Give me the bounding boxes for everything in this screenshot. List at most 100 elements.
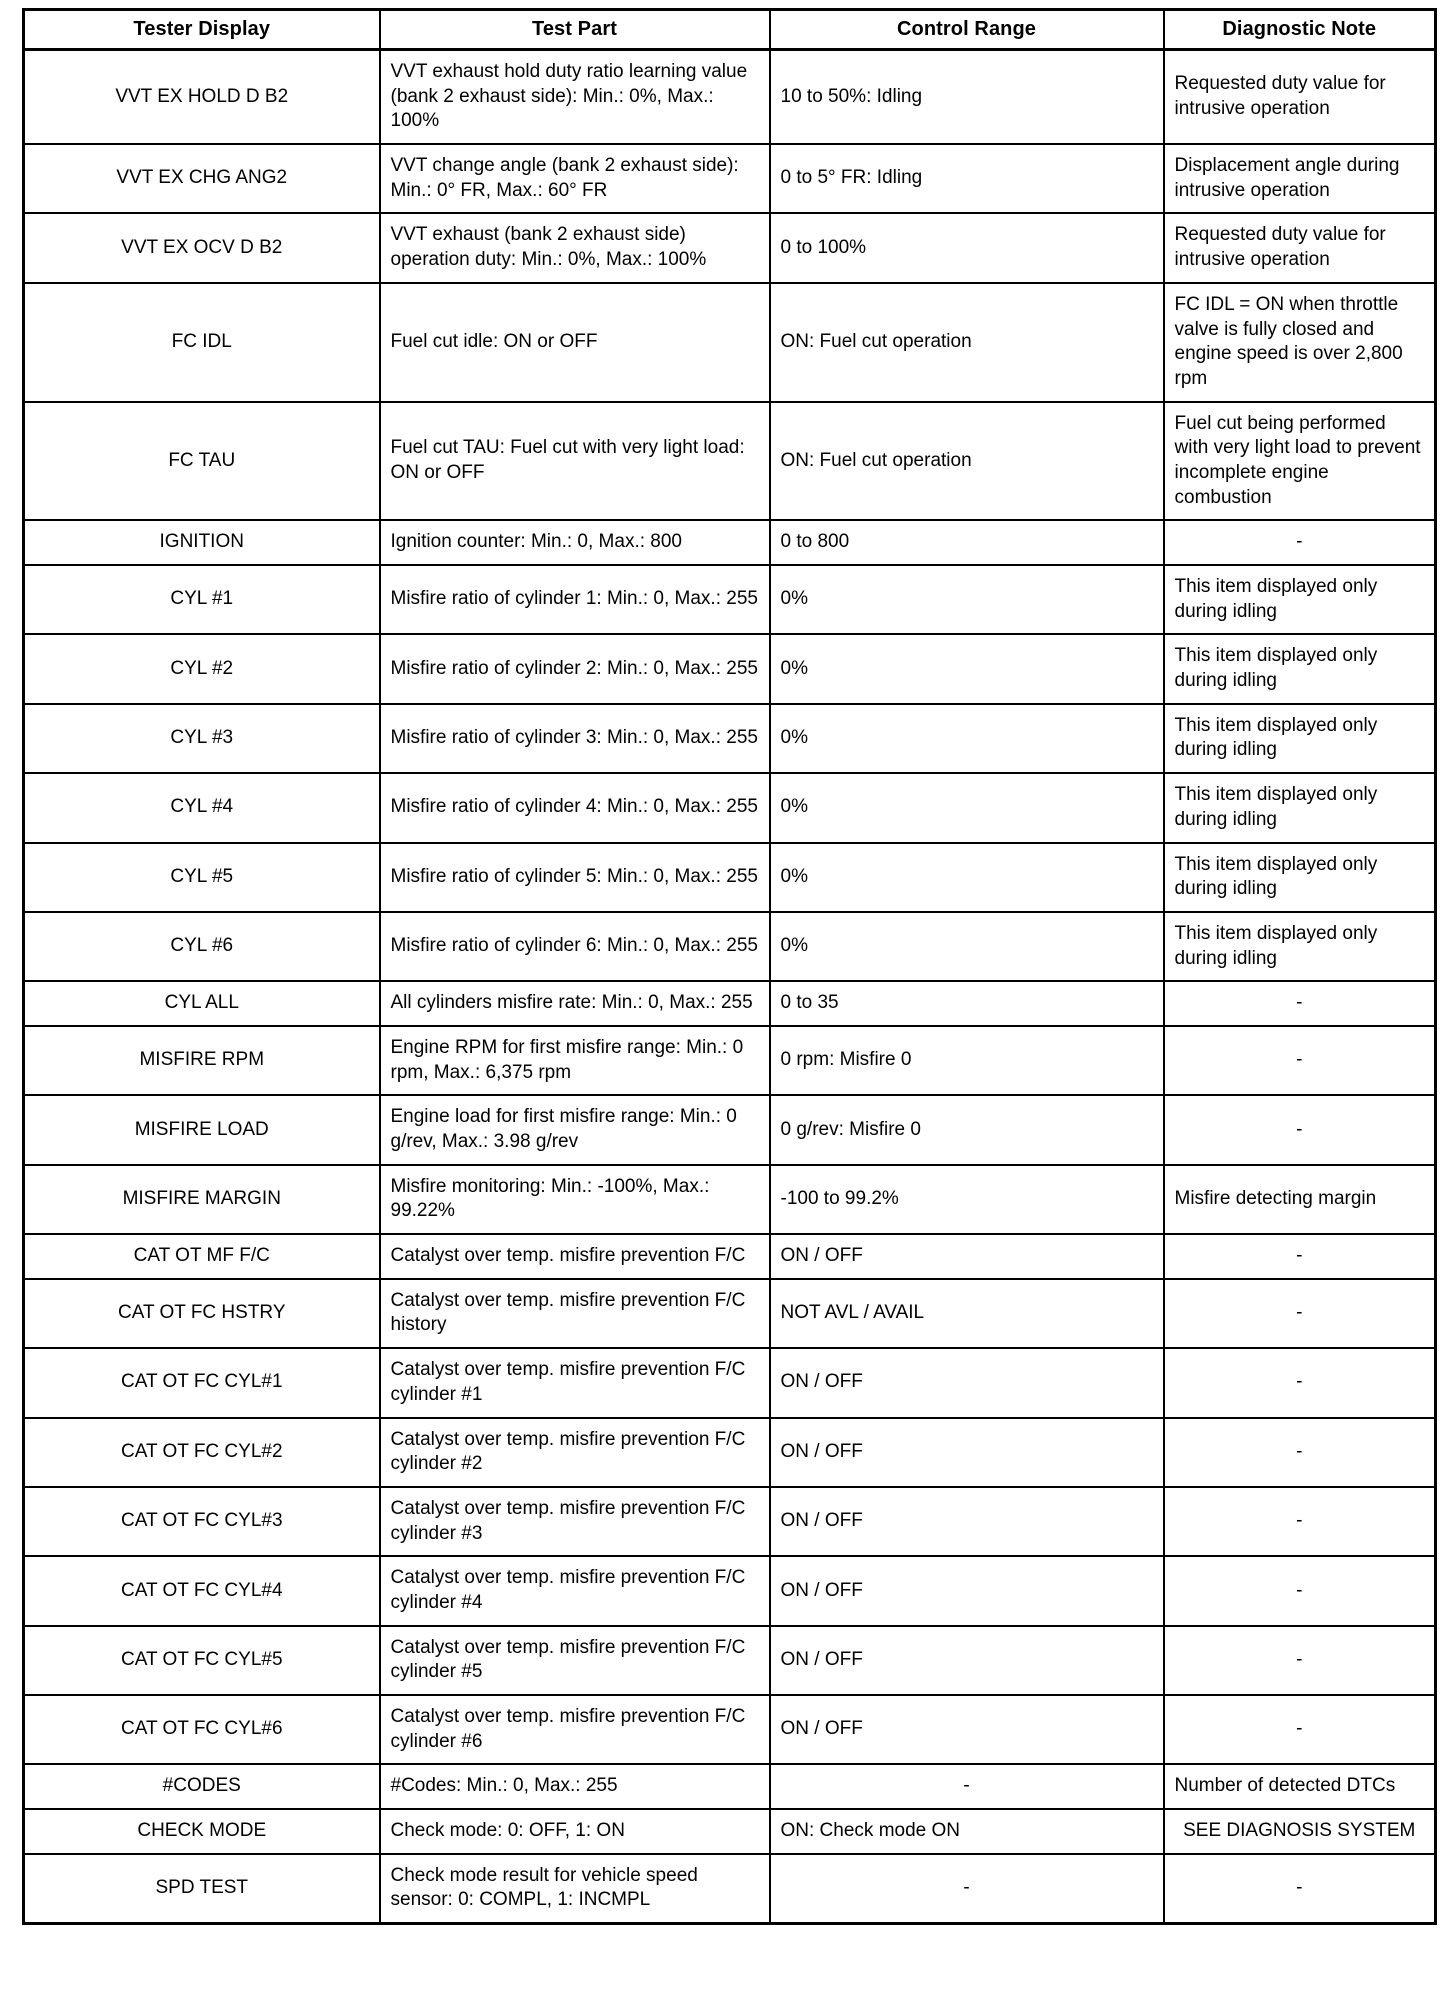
cell-tester-display: MISFIRE LOAD <box>22 1094 381 1166</box>
cell-test-part: Misfire ratio of cylinder 2: Min.: 0, Ma… <box>378 633 771 705</box>
cell-diagnostic-note: - <box>1162 1416 1437 1488</box>
cell-control-range: ON / OFF <box>768 1624 1165 1697</box>
cell-tester-display: FC TAU <box>22 400 381 522</box>
cell-diagnostic-note: Misfire detecting margin <box>1162 1163 1437 1236</box>
table-row: CAT OT FC CYL#2 Catalyst over temp. misfi… <box>22 1416 1437 1488</box>
cell-control-range: - <box>768 1763 1165 1811</box>
cell-control-range: 0 rpm: Misfire 0 <box>768 1024 1165 1097</box>
cell-tester-display: FC IDL <box>22 281 381 403</box>
cell-test-part: Catalyst over temp. misfire prevention F… <box>378 1624 771 1697</box>
table-body: VVT EX HOLD D B2 VVT exhaust hold duty ra… <box>22 48 1437 1925</box>
table-row: VVT EX OCV D B2 VVT exhaust (bank 2 exhau… <box>22 212 1437 284</box>
cell-diagnostic-note: - <box>1162 980 1437 1027</box>
cell-diagnostic-note: - <box>1162 1024 1437 1097</box>
cell-diagnostic-note: SEE DIAGNOSIS SYSTEM <box>1162 1808 1437 1855</box>
table-row: CAT OT FC CYL#5 Catalyst over temp. misfi… <box>22 1624 1437 1697</box>
cell-control-range: ON: Check mode ON <box>768 1808 1165 1855</box>
table-row: CYL ALL All cylinders misfire rate: Min.:… <box>22 980 1437 1027</box>
table-row: #CODES #Codes: Min.: 0, Max.: 255- Number … <box>22 1763 1437 1811</box>
table-row: VVT EX HOLD D B2 VVT exhaust hold duty ra… <box>22 48 1437 146</box>
cell-diagnostic-note: - <box>1162 1347 1437 1419</box>
cell-diagnostic-note: FC IDL = ON when throttle valve is fully… <box>1162 281 1437 403</box>
cell-test-part: VVT change angle (bank 2 exhaust side): … <box>378 143 771 215</box>
cell-control-range: ON: Fuel cut operation <box>768 281 1165 403</box>
cell-control-range: 0 to 100% <box>768 212 1165 284</box>
cell-test-part: Catalyst over temp. misfire prevention F… <box>378 1485 771 1558</box>
table-row: IGNITION Ignition counter: Min.: 0, Max.:… <box>22 519 1437 566</box>
cell-diagnostic-note: This item displayed only during idling <box>1162 633 1437 705</box>
table-row: SPD TEST Check mode result for vehicle sp… <box>22 1852 1437 1925</box>
table-row: VVT EX CHG ANG2 VVT change angle (bank 2 … <box>22 143 1437 215</box>
cell-test-part: Catalyst over temp. misfire prevention F… <box>378 1347 771 1419</box>
table-row: CYL #5 Misfire ratio of cylinder 5: Min.:… <box>22 841 1437 913</box>
cell-diagnostic-note: - <box>1162 1555 1437 1627</box>
cell-control-range: 0% <box>768 563 1165 636</box>
header-diagnostic-note: Diagnostic Note <box>1162 8 1437 51</box>
cell-test-part: Ignition counter: Min.: 0, Max.: 800 <box>378 519 771 566</box>
cell-diagnostic-note: - <box>1162 519 1437 566</box>
cell-control-range: 0 to 5° FR: Idling <box>768 143 1165 215</box>
table-row: CYL #1 Misfire ratio of cylinder 1: Min.:… <box>22 563 1437 636</box>
cell-test-part: Misfire ratio of cylinder 5: Min.: 0, Ma… <box>378 841 771 913</box>
cell-diagnostic-note: Fuel cut being performed with very light… <box>1162 400 1437 522</box>
cell-control-range: 0 to 35 <box>768 980 1165 1027</box>
cell-control-range: 0% <box>768 633 1165 705</box>
cell-diagnostic-note: Number of detected DTCs <box>1162 1763 1437 1811</box>
cell-tester-display: CYL #4 <box>22 772 381 844</box>
table-row: FC IDL Fuel cut idle: ON or OFF ON: Fuel c… <box>22 281 1437 403</box>
cell-diagnostic-note: This item displayed only during idling <box>1162 910 1437 983</box>
cell-tester-display: CYL #2 <box>22 633 381 705</box>
cell-control-range: 10 to 50%: Idling <box>768 48 1165 146</box>
cell-test-part: Check mode: 0: OFF, 1: ON <box>378 1808 771 1855</box>
cell-tester-display: CAT OT FC HSTRY <box>22 1277 381 1350</box>
cell-tester-display: VVT EX HOLD D B2 <box>22 48 381 146</box>
cell-diagnostic-note: Requested duty value for intrusive opera… <box>1162 48 1437 146</box>
cell-control-range: 0 g/rev: Misfire 0 <box>768 1094 1165 1166</box>
table-row: MISFIRE MARGIN Misfire monitoring: Min.: … <box>22 1163 1437 1236</box>
cell-diagnostic-note: - <box>1162 1693 1437 1766</box>
cell-test-part: Catalyst over temp. misfire prevention F… <box>378 1693 771 1766</box>
cell-tester-display: CYL #5 <box>22 841 381 913</box>
cell-test-part: Engine RPM for first misfire range: Min.… <box>378 1024 771 1097</box>
cell-control-range: 0 to 800 <box>768 519 1165 566</box>
cell-tester-display: CAT OT FC CYL#1 <box>22 1347 381 1419</box>
table-row: CAT OT FC CYL#6 Catalyst over temp. misfi… <box>22 1693 1437 1766</box>
table-header-row: Tester Display Test Part Control Range D… <box>22 8 1437 51</box>
cell-control-range: ON: Fuel cut operation <box>768 400 1165 522</box>
cell-test-part: Misfire ratio of cylinder 4: Min.: 0, Ma… <box>378 772 771 844</box>
cell-control-range: 0% <box>768 702 1165 775</box>
table-row: CYL #2 Misfire ratio of cylinder 2: Min.:… <box>22 633 1437 705</box>
cell-tester-display: IGNITION <box>22 519 381 566</box>
cell-tester-display: VVT EX CHG ANG2 <box>22 143 381 215</box>
table-row: CAT OT FC CYL#3 Catalyst over temp. misfi… <box>22 1485 1437 1558</box>
table-row: CAT OT FC HSTRY Catalyst over temp. misfi… <box>22 1277 1437 1350</box>
cell-diagnostic-note: This item displayed only during idling <box>1162 772 1437 844</box>
table-row: CAT OT MF F/C Catalyst over temp. misfire… <box>22 1233 1437 1280</box>
table-row: CAT OT FC CYL#4 Catalyst over temp. misfi… <box>22 1555 1437 1627</box>
cell-diagnostic-note: - <box>1162 1485 1437 1558</box>
cell-tester-display: MISFIRE MARGIN <box>22 1163 381 1236</box>
cell-diagnostic-note: This item displayed only during idling <box>1162 563 1437 636</box>
cell-diagnostic-note: - <box>1162 1233 1437 1280</box>
cell-diagnostic-note: - <box>1162 1852 1437 1925</box>
cell-control-range: NOT AVL / AVAIL <box>768 1277 1165 1350</box>
cell-diagnostic-note: This item displayed only during idling <box>1162 841 1437 913</box>
cell-tester-display: CAT OT MF F/C <box>22 1233 381 1280</box>
cell-diagnostic-note: Requested duty value for intrusive opera… <box>1162 212 1437 284</box>
cell-test-part: Catalyst over temp. misfire prevention F… <box>378 1416 771 1488</box>
cell-tester-display: CYL #1 <box>22 563 381 636</box>
cell-test-part: Fuel cut TAU: Fuel cut with very light l… <box>378 400 771 522</box>
cell-tester-display: VVT EX OCV D B2 <box>22 212 381 284</box>
cell-test-part: Misfire monitoring: Min.: -100%, Max.: 9… <box>378 1163 771 1236</box>
cell-tester-display: CYL ALL <box>22 980 381 1027</box>
cell-test-part: #Codes: Min.: 0, Max.: 255 <box>378 1763 771 1811</box>
cell-diagnostic-note: - <box>1162 1277 1437 1350</box>
data-list-table: Tester Display Test Part Control Range D… <box>22 8 1437 1926</box>
cell-test-part: All cylinders misfire rate: Min.: 0, Max… <box>378 980 771 1027</box>
table-row: FC TAU Fuel cut TAU: Fuel cut with very l… <box>22 400 1437 522</box>
cell-test-part: Engine load for first misfire range: Min… <box>378 1094 771 1166</box>
cell-control-range: ON / OFF <box>768 1347 1165 1419</box>
cell-tester-display: CHECK MODE <box>22 1808 381 1855</box>
table-header: Tester Display Test Part Control Range D… <box>22 8 1437 51</box>
